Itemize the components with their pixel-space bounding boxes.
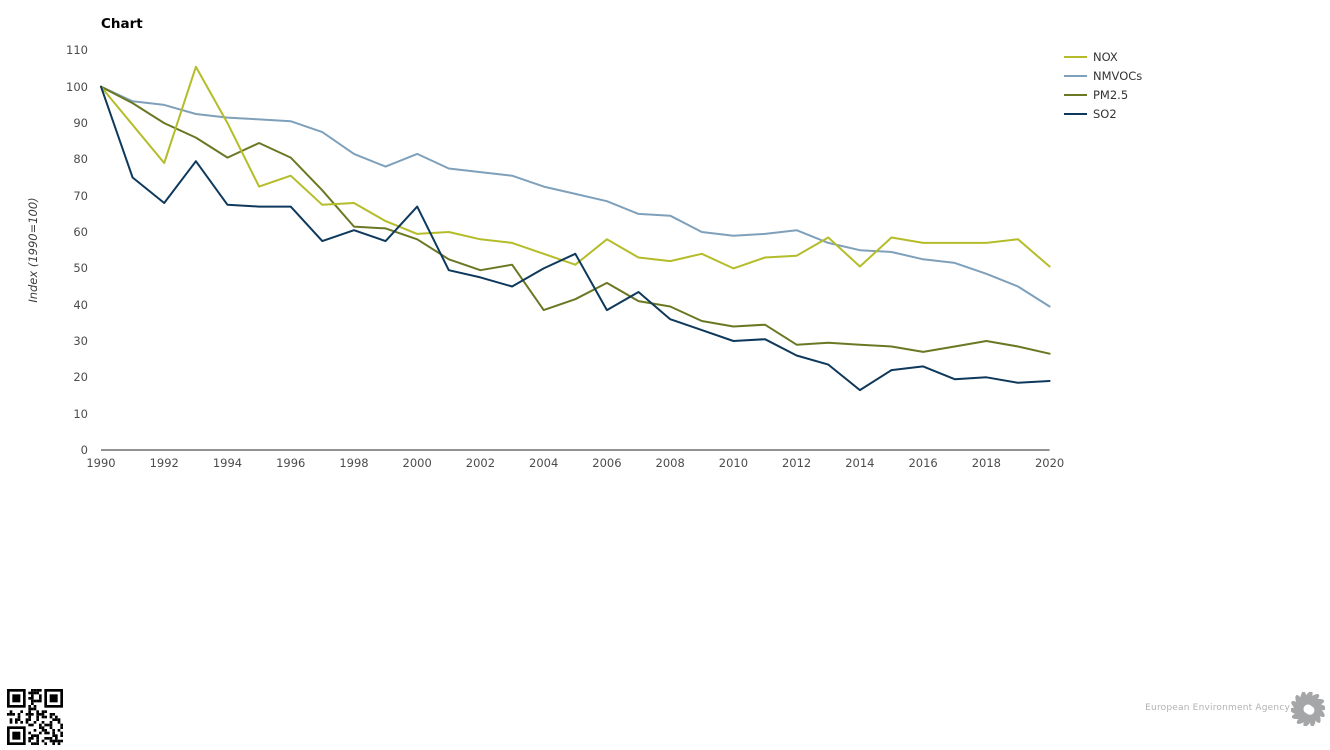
x-tick-label: 2008 xyxy=(655,456,685,470)
x-tick-label: 1990 xyxy=(86,456,116,470)
x-tick-label: 2012 xyxy=(781,456,812,470)
y-tick-label: 60 xyxy=(73,225,88,240)
legend-label: NMVOCs xyxy=(1093,68,1143,83)
y-tick-label: 100 xyxy=(66,79,88,94)
eea-sunflower-logo xyxy=(1291,692,1325,726)
legend-item-PM2.5[interactable]: PM2.5 xyxy=(1064,85,1142,104)
x-tick-label: 2006 xyxy=(592,456,622,470)
legend-label: SO2 xyxy=(1093,106,1117,121)
y-tick-label: 110 xyxy=(66,43,88,58)
qr-code xyxy=(7,689,63,745)
series-line-NMVOCs xyxy=(100,85,1051,308)
legend-swatch-icon xyxy=(1064,112,1087,115)
x-tick-label: 2014 xyxy=(845,456,875,470)
legend-item-SO2[interactable]: SO2 xyxy=(1064,104,1142,123)
y-tick-label: 90 xyxy=(73,116,88,131)
series-line-NOX xyxy=(100,65,1051,270)
y-tick-label: 70 xyxy=(73,188,88,203)
x-tick-label: 2010 xyxy=(718,456,749,470)
chart-title: Chart xyxy=(101,16,143,32)
legend-swatch-icon xyxy=(1064,55,1087,58)
y-tick-label: 20 xyxy=(73,370,88,385)
legend-label: PM2.5 xyxy=(1093,87,1129,102)
legend: NOX NMVOCs PM2.5 SO2 xyxy=(1064,47,1142,123)
y-tick-label: 50 xyxy=(73,261,88,276)
x-tick-label: 2000 xyxy=(402,456,432,470)
x-tick-label: 1994 xyxy=(212,456,243,470)
legend-swatch-icon xyxy=(1064,93,1087,96)
x-tick-label: 1998 xyxy=(339,456,369,470)
y-tick-label: 80 xyxy=(73,152,88,167)
brand-name: European Environment Agency xyxy=(1145,703,1290,713)
x-tick-label: 2016 xyxy=(908,456,938,470)
x-tick-label: 2020 xyxy=(1034,456,1065,470)
legend-item-NMVOCs[interactable]: NMVOCs xyxy=(1064,66,1142,85)
y-tick-label: 10 xyxy=(73,406,88,421)
y-tick-label: 30 xyxy=(73,334,88,349)
series-line-SO2 xyxy=(100,85,1051,392)
y-tick-label: 40 xyxy=(73,297,88,312)
legend-swatch-icon xyxy=(1064,74,1087,77)
x-tick-label: 1992 xyxy=(149,456,179,470)
x-tick-label: 1996 xyxy=(276,456,306,470)
y-tick-label: 0 xyxy=(80,443,88,457)
x-tick-label: 2018 xyxy=(971,456,1001,470)
legend-item-NOX[interactable]: NOX xyxy=(1064,47,1142,66)
x-tick-label: 2004 xyxy=(529,456,559,470)
x-tick-label: 2002 xyxy=(465,456,496,470)
series-line-PM2.5 xyxy=(100,85,1051,355)
legend-label: NOX xyxy=(1093,49,1118,64)
